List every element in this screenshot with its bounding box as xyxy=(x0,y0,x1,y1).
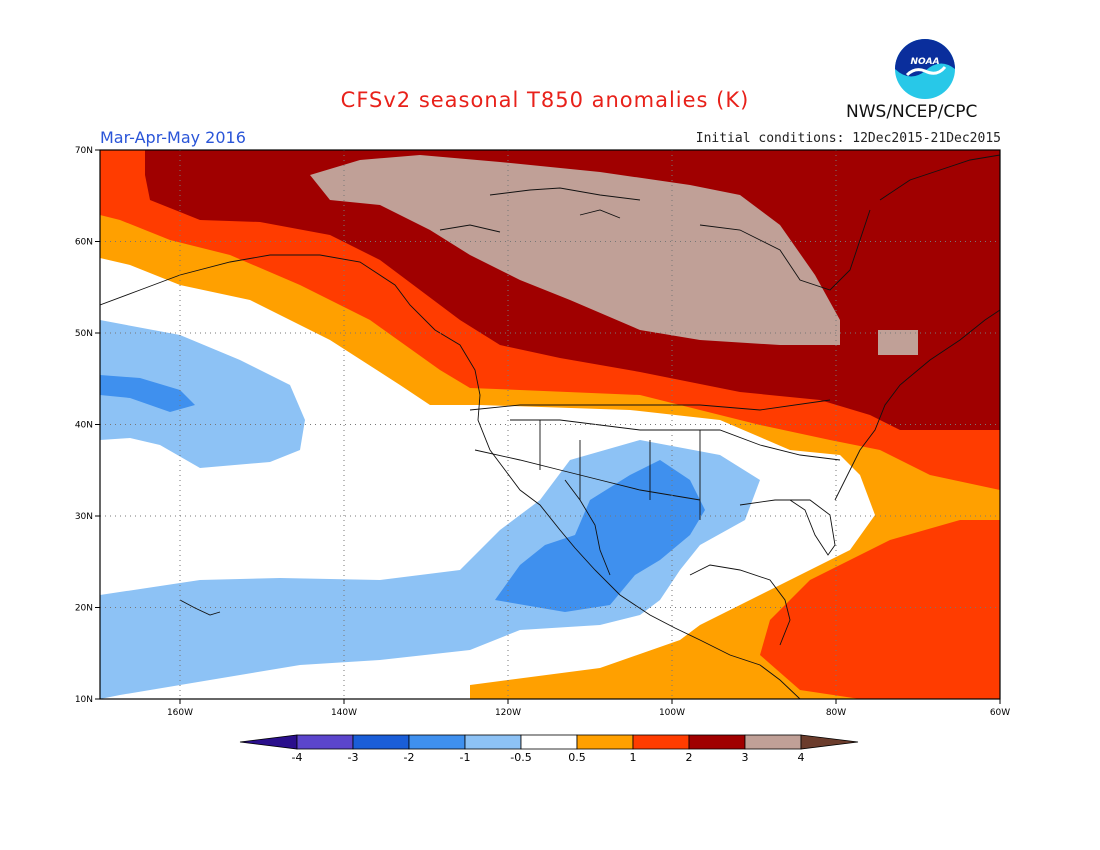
legend-swatch xyxy=(520,734,578,750)
legend-arrow-low xyxy=(239,734,298,750)
anomaly-region-3-4-small xyxy=(878,330,918,355)
noaa-logo-text: NOAA xyxy=(910,57,939,67)
color-legend: -4 -3 -2 -1 -0.5 0.5 1 2 3 4 xyxy=(239,734,859,764)
lat-label-20n: 20N xyxy=(75,604,93,614)
legend-label: -3 xyxy=(348,751,359,764)
legend-swatch xyxy=(408,734,466,750)
lon-label-80w: 80W xyxy=(826,708,846,718)
anomaly-region-neg-0.5-1-pacific xyxy=(100,320,305,468)
lon-label-60w: 60W xyxy=(990,708,1010,718)
legend-label: 0.5 xyxy=(568,751,586,764)
page-title: CFSv2 seasonal T850 anomalies (K) xyxy=(340,88,750,112)
legend-label: 2 xyxy=(686,751,693,764)
lat-label-30n: 30N xyxy=(75,512,93,522)
lat-label-60n: 60N xyxy=(75,238,93,248)
legend-label: -1 xyxy=(460,751,471,764)
legend-arrow-high xyxy=(800,734,859,750)
lon-label-160w: 160W xyxy=(167,708,193,718)
legend-swatch xyxy=(296,734,354,750)
lon-label-120w: 120W xyxy=(495,708,521,718)
legend-label: -4 xyxy=(292,751,303,764)
noaa-logo-icon: NOAA xyxy=(895,39,955,99)
legend-swatch xyxy=(576,734,634,750)
legend-swatch xyxy=(744,734,802,750)
anomaly-region-neg-1-2-south xyxy=(495,460,705,612)
agency-label: NWS/NCEP/CPC xyxy=(846,102,978,122)
lat-label-10n: 10N xyxy=(75,695,93,705)
lat-label-70n: 70N xyxy=(75,146,93,156)
anomaly-region-3-4 xyxy=(310,155,840,345)
lat-label-50n: 50N xyxy=(75,329,93,339)
legend-swatch xyxy=(352,734,410,750)
gridlines xyxy=(100,150,1000,699)
forecast-period: Mar-Apr-May 2016 xyxy=(100,128,246,147)
lon-label-140w: 140W xyxy=(331,708,357,718)
legend-swatch xyxy=(632,734,690,750)
legend-label: 4 xyxy=(798,751,805,764)
legend-label: -2 xyxy=(404,751,415,764)
legend-label: 1 xyxy=(630,751,637,764)
legend-label: 3 xyxy=(742,751,749,764)
lon-label-100w: 100W xyxy=(659,708,685,718)
legend-label: -0.5 xyxy=(510,751,531,764)
lon-ticks xyxy=(179,699,1001,704)
legend-swatch xyxy=(688,734,746,750)
anomaly-region-neg-1-2-pacific xyxy=(100,375,195,412)
coastlines xyxy=(100,154,1000,699)
lat-label-40n: 40N xyxy=(75,421,93,431)
lat-ticks xyxy=(95,149,100,700)
initial-conditions: Initial conditions: 12Dec2015-21Dec2015 xyxy=(695,131,1001,146)
legend-swatch xyxy=(464,734,522,750)
